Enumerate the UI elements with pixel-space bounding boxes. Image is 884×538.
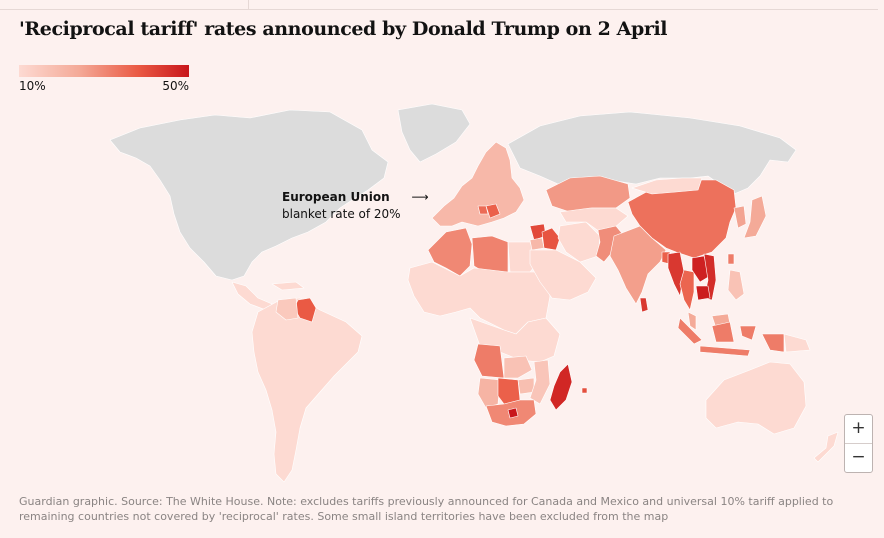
region-north-africa-west-algeria[interactable]: [427, 227, 473, 277]
region-lesotho[interactable]: [507, 407, 519, 419]
annotation-text: blanket rate of 20%: [282, 207, 401, 221]
region-arabian-peninsula[interactable]: [529, 249, 597, 301]
region-sri-lanka[interactable]: [639, 297, 649, 313]
region-botswana[interactable]: [497, 377, 521, 405]
zoom-out-button[interactable]: −: [845, 443, 872, 472]
region-namibia[interactable]: [477, 377, 501, 409]
region-mongolia[interactable]: [631, 177, 703, 195]
region-european-union[interactable]: [431, 141, 525, 227]
region-zimbabwe[interactable]: [517, 377, 535, 395]
region-madagascar[interactable]: [549, 363, 573, 411]
annotation-heading: European Union: [282, 190, 390, 204]
region-iraq[interactable]: [541, 227, 561, 251]
footnote: Guardian graphic. Source: The White Hous…: [19, 495, 834, 523]
zoom-in-button[interactable]: +: [851, 418, 866, 438]
region-zambia-and-malawi[interactable]: [503, 355, 533, 379]
legend-min-label: 10%: [19, 79, 46, 93]
legend-max-label: 50%: [162, 79, 189, 93]
region-iran[interactable]: [557, 221, 601, 263]
legend-gradient: [19, 65, 189, 77]
region-greenland[interactable]: [397, 103, 471, 163]
zoom-control: + −: [844, 414, 873, 473]
region-philippines[interactable]: [727, 269, 745, 301]
region-venezuela[interactable]: [275, 297, 299, 321]
region-australia[interactable]: [705, 361, 807, 435]
region-north-america-canada-usa-mexico[interactable]: [109, 109, 389, 281]
region-jordan[interactable]: [529, 237, 545, 251]
region-bosnia-and-herzegovina[interactable]: [477, 205, 489, 215]
top-rule: [0, 9, 878, 10]
top-rule-tick: [248, 0, 249, 9]
region-thailand[interactable]: [679, 269, 695, 311]
region-cambodia[interactable]: [695, 285, 711, 301]
region-mozambique[interactable]: [529, 359, 551, 405]
region-korea[interactable]: [733, 205, 747, 229]
chart-title: 'Reciprocal tariff' rates announced by D…: [19, 18, 668, 40]
region-kazakhstan[interactable]: [545, 175, 631, 213]
region-papua-new-guinea[interactable]: [783, 333, 811, 353]
region-taiwan[interactable]: [727, 253, 735, 265]
world-map[interactable]: [0, 100, 884, 490]
region-new-zealand[interactable]: [813, 431, 839, 463]
eu-annotation: European Union ⟶ blanket rate of 20%: [282, 189, 429, 223]
region-south-america[interactable]: [251, 297, 363, 483]
region-mauritius[interactable]: [581, 387, 588, 394]
region-indonesia[interactable]: [677, 317, 785, 357]
arrow-icon: ⟶: [411, 190, 429, 204]
legend: 10% 50%: [19, 65, 189, 93]
region-japan[interactable]: [743, 195, 767, 239]
region-angola[interactable]: [473, 343, 505, 379]
region-serbia[interactable]: [485, 203, 501, 219]
